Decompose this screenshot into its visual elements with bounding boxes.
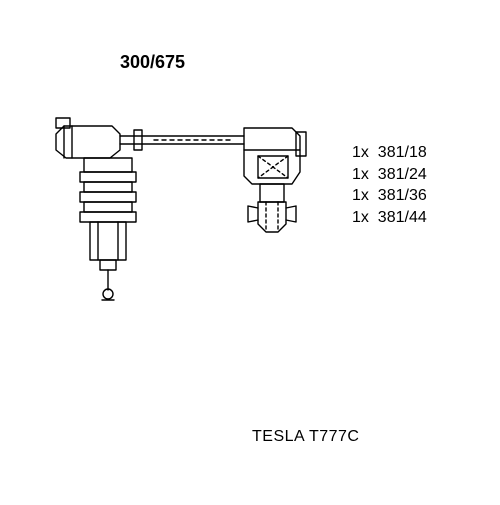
- spec-qty: 1x: [352, 166, 369, 183]
- spec-qty: 1x: [352, 209, 369, 226]
- spec-item: 1x 381/18: [352, 142, 427, 164]
- part-drawing: [0, 0, 500, 500]
- spec-item: 1x 381/24: [352, 164, 427, 186]
- spec-qty: 1x: [352, 144, 369, 161]
- spec-item: 1x 381/36: [352, 185, 427, 207]
- brand-model-label: TESLA T777C: [252, 428, 359, 446]
- spec-item: 1x 381/44: [352, 207, 427, 229]
- spec-list: 1x 381/18 1x 381/24 1x 381/36 1x 381/44: [352, 142, 427, 228]
- spec-code: 381/18: [378, 144, 427, 161]
- part-number-title: 300/675: [120, 52, 185, 73]
- spec-code: 381/24: [378, 166, 427, 183]
- spec-qty: 1x: [352, 187, 369, 204]
- spec-code: 381/36: [378, 187, 427, 204]
- diagram-canvas: 300/675 1x 381/18 1x 381/24 1x 381/36 1x…: [0, 0, 500, 500]
- spec-code: 381/44: [378, 209, 427, 226]
